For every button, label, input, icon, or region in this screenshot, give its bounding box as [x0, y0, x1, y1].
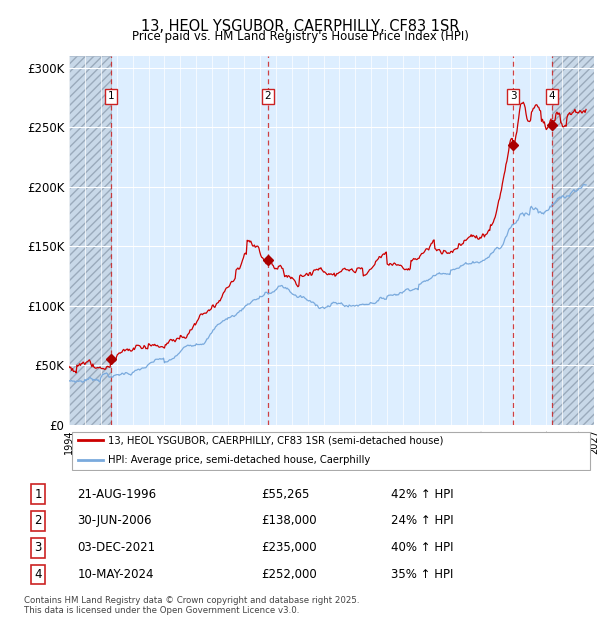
- Text: 4: 4: [548, 91, 556, 102]
- Text: 42% ↑ HPI: 42% ↑ HPI: [391, 488, 453, 501]
- Text: £138,000: £138,000: [261, 515, 317, 528]
- Text: 24% ↑ HPI: 24% ↑ HPI: [391, 515, 453, 528]
- Text: 2: 2: [265, 91, 271, 102]
- Text: 3: 3: [34, 541, 42, 554]
- Text: 1: 1: [34, 488, 42, 501]
- Text: 13, HEOL YSGUBOR, CAERPHILLY, CF83 1SR (semi-detached house): 13, HEOL YSGUBOR, CAERPHILLY, CF83 1SR (…: [109, 435, 444, 445]
- Text: £252,000: £252,000: [261, 568, 317, 581]
- Text: 30-JUN-2006: 30-JUN-2006: [77, 515, 152, 528]
- Text: £235,000: £235,000: [261, 541, 317, 554]
- Text: 13, HEOL YSGUBOR, CAERPHILLY, CF83 1SR: 13, HEOL YSGUBOR, CAERPHILLY, CF83 1SR: [141, 19, 459, 33]
- FancyBboxPatch shape: [71, 432, 590, 469]
- Text: £55,265: £55,265: [261, 488, 309, 501]
- Text: 4: 4: [34, 568, 42, 581]
- Text: 3: 3: [510, 91, 517, 102]
- Text: HPI: Average price, semi-detached house, Caerphilly: HPI: Average price, semi-detached house,…: [109, 455, 371, 465]
- Text: 10-MAY-2024: 10-MAY-2024: [77, 568, 154, 581]
- Text: 2: 2: [34, 515, 42, 528]
- Text: 1: 1: [107, 91, 115, 102]
- Text: 03-DEC-2021: 03-DEC-2021: [77, 541, 156, 554]
- Text: 40% ↑ HPI: 40% ↑ HPI: [391, 541, 453, 554]
- Text: 35% ↑ HPI: 35% ↑ HPI: [391, 568, 453, 581]
- Text: Contains HM Land Registry data © Crown copyright and database right 2025.
This d: Contains HM Land Registry data © Crown c…: [24, 596, 359, 615]
- Text: Price paid vs. HM Land Registry's House Price Index (HPI): Price paid vs. HM Land Registry's House …: [131, 30, 469, 43]
- Text: 21-AUG-1996: 21-AUG-1996: [77, 488, 157, 501]
